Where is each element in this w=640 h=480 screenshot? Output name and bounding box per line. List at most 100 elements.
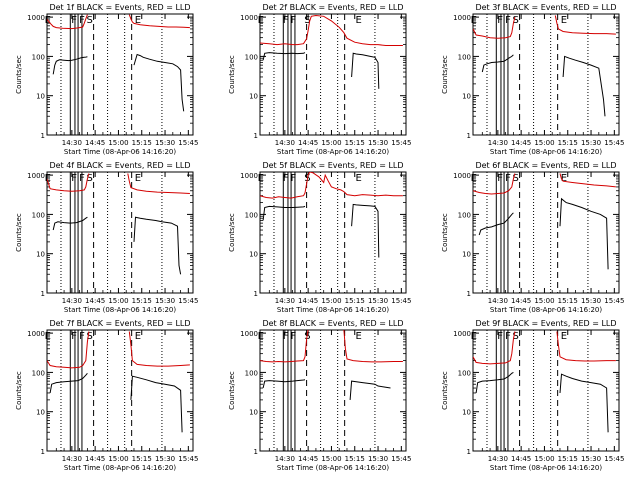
x-tick-label: 15:00 — [534, 455, 554, 463]
y-tick-label: 100 — [32, 211, 45, 219]
y-tick-label: 1000 — [240, 330, 258, 338]
marker-letter-e: E — [45, 173, 51, 184]
marker-letter-s: S — [513, 173, 519, 184]
marker-letter-f: F — [283, 331, 289, 342]
panel-title: Det 4f BLACK = Events, RED = LLD — [49, 161, 190, 170]
plot-frame — [472, 13, 620, 136]
x-axis-label: Start Time (08-Apr-06 14:16:20) — [277, 464, 389, 472]
marker-letter-s: S — [87, 173, 93, 184]
marker-letter-e: E — [135, 331, 141, 342]
x-tick-label: 15:30 — [155, 297, 175, 305]
x-tick-label: 15:15 — [558, 455, 578, 463]
marker-letter-s: S — [513, 15, 519, 26]
y-tick-label: 1000 — [453, 330, 471, 338]
y-axis-label: Counts/sec — [228, 371, 236, 410]
y-tick-label: 1 — [254, 448, 258, 456]
events-series-line — [52, 216, 88, 231]
x-tick-label: 14:30 — [62, 455, 82, 463]
y-tick-label: 1000 — [240, 172, 258, 180]
x-tick-label: 15:30 — [155, 139, 175, 147]
x-tick-label: 15:45 — [604, 297, 624, 305]
marker-letter-f: F — [505, 331, 511, 342]
panel-7: Det 7f BLACK = Events, RED = LLD 1 10 100 10… — [15, 319, 198, 472]
events-series-line — [262, 205, 306, 221]
x-tick-label: 15:15 — [345, 139, 365, 147]
marker-letter-f: F — [79, 331, 85, 342]
marker-letter-e: E — [45, 331, 51, 342]
marker-letter-e: E — [471, 331, 477, 342]
marker-letter-f: F — [71, 331, 77, 342]
x-tick-label: 15:15 — [132, 139, 152, 147]
marker-letter-e: E — [561, 331, 567, 342]
y-tick-label: 1000 — [27, 172, 45, 180]
marker-letter-f: F — [505, 15, 511, 26]
x-tick-label: 15:15 — [558, 139, 578, 147]
marker-letter-f: F — [497, 331, 503, 342]
x-tick-label: 14:45 — [85, 139, 105, 147]
y-tick-label: 10 — [36, 409, 45, 417]
events-series-line — [562, 55, 606, 117]
lld-series-line — [343, 330, 403, 363]
panel-2: Det 2f BLACK = Events, RED = LLD 1 10 100 10… — [228, 3, 411, 156]
lld-series-line — [260, 14, 403, 46]
marker-letter-s: S — [304, 15, 310, 26]
y-tick-label: 10 — [36, 251, 45, 259]
plot-frame — [46, 329, 194, 452]
y-tick-label: 100 — [245, 53, 258, 61]
y-tick-label: 100 — [32, 369, 45, 377]
events-series-line — [133, 53, 185, 112]
x-tick-label: 14:30 — [488, 139, 508, 147]
plot-frame — [259, 329, 407, 452]
y-tick-label: 100 — [458, 53, 471, 61]
x-tick-label: 15:30 — [581, 455, 601, 463]
y-axis-label: Counts/sec — [15, 213, 23, 252]
x-tick-label: 15:30 — [155, 455, 175, 463]
x-tick-label: 15:15 — [132, 455, 152, 463]
lld-series-line — [473, 16, 516, 39]
panel-1: Det 1f BLACK = Events, RED = LLD 1 10 100 10… — [15, 3, 198, 156]
x-axis-label: Start Time (08-Apr-06 14:16:20) — [277, 148, 389, 156]
panel-6: Det 6f BLACK = Events, RED = LLD 1 10 100 10… — [441, 161, 624, 314]
events-series-line — [559, 373, 609, 433]
y-axis-label: Counts/sec — [441, 371, 449, 410]
marker-letter-f: F — [497, 15, 503, 26]
y-tick-label: 1 — [467, 290, 471, 298]
marker-letter-f: F — [291, 15, 297, 26]
y-tick-label: 100 — [458, 211, 471, 219]
x-tick-label: 15:30 — [368, 139, 388, 147]
events-series-line — [133, 216, 182, 275]
events-series-line — [559, 197, 609, 270]
marker-letter-e: E — [355, 331, 361, 342]
y-tick-label: 1 — [254, 290, 258, 298]
y-tick-label: 1 — [41, 290, 45, 298]
marker-letter-f: F — [497, 173, 503, 184]
y-tick-label: 1 — [41, 448, 45, 456]
lld-series-line — [260, 330, 309, 363]
panel-title: Det 3f BLACK = Events, RED = LLD — [475, 3, 616, 12]
marker-letter-s: S — [87, 15, 93, 26]
x-tick-label: 15:45 — [391, 139, 411, 147]
x-tick-label: 15:30 — [581, 139, 601, 147]
events-series-line — [262, 52, 306, 61]
y-tick-label: 100 — [32, 53, 45, 61]
marker-letter-f: F — [71, 173, 77, 184]
panel-title: Det 6f BLACK = Events, RED = LLD — [475, 161, 616, 170]
lld-series-line — [473, 331, 516, 365]
x-tick-label: 15:15 — [558, 297, 578, 305]
events-series-line — [475, 371, 514, 394]
lld-series-line — [47, 331, 90, 369]
x-axis-label: Start Time (08-Apr-06 14:16:20) — [64, 306, 176, 314]
lld-series-line — [559, 173, 616, 188]
marker-letter-e: E — [355, 173, 361, 184]
marker-letter-f: F — [283, 15, 289, 26]
x-axis-label: Start Time (08-Apr-06 14:16:20) — [64, 148, 176, 156]
x-tick-label: 15:45 — [391, 297, 411, 305]
x-tick-label: 14:30 — [275, 455, 295, 463]
marker-letter-e: E — [135, 173, 141, 184]
lld-series-line — [47, 14, 88, 30]
x-axis-label: Start Time (08-Apr-06 14:16:20) — [490, 148, 602, 156]
y-axis-label: Counts/sec — [228, 213, 236, 252]
marker-letter-e: E — [135, 15, 141, 26]
y-tick-label: 10 — [249, 409, 258, 417]
events-series-line — [481, 54, 514, 73]
